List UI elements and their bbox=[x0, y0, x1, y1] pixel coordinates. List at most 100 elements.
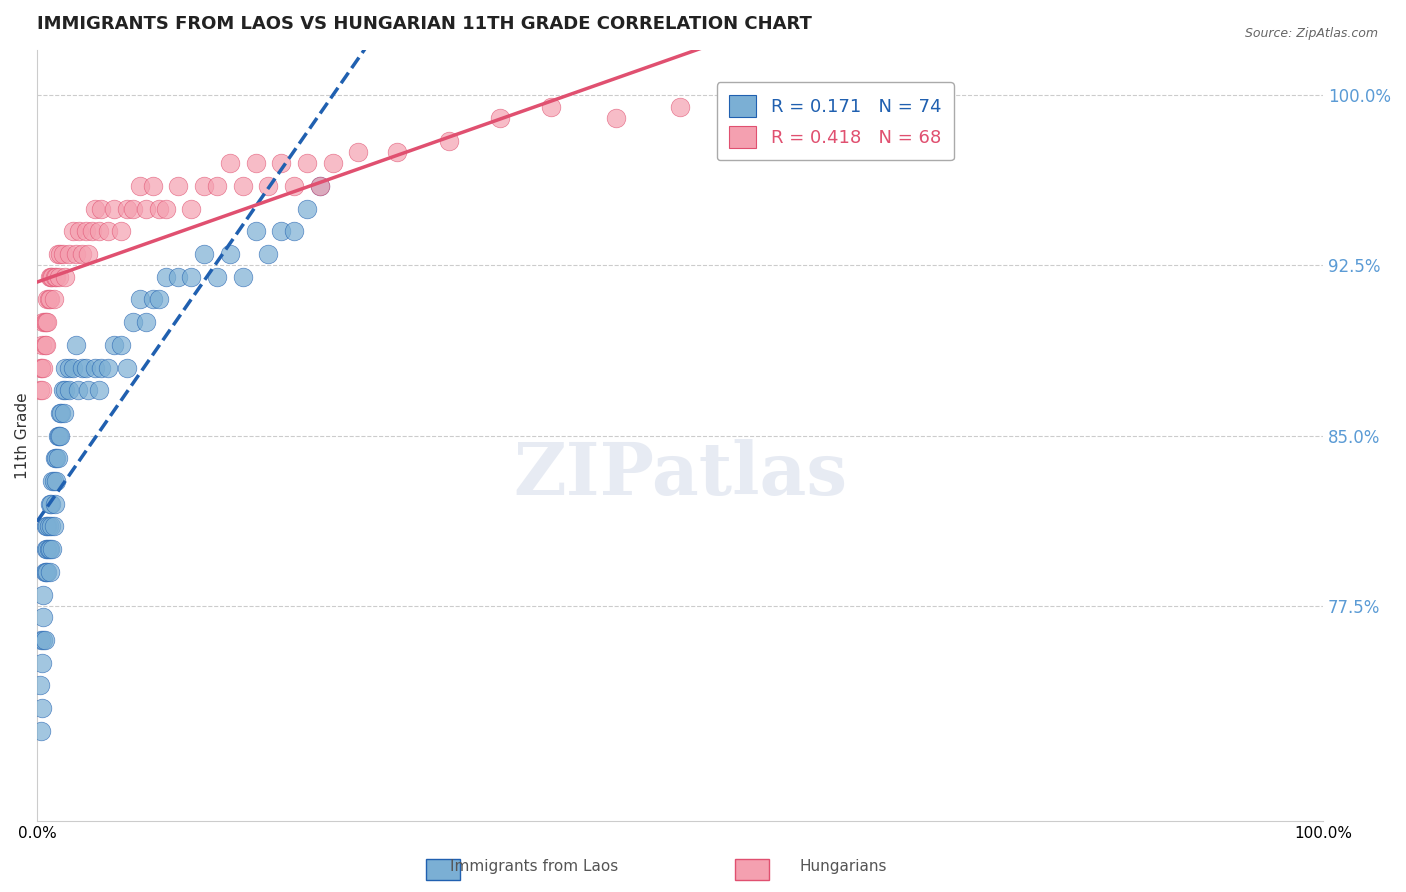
Point bbox=[41, 542, 63, 557]
Point bbox=[77, 247, 100, 261]
Point bbox=[62, 360, 84, 375]
Point bbox=[82, 224, 104, 238]
Point bbox=[97, 360, 120, 375]
Point bbox=[44, 497, 66, 511]
Point bbox=[37, 565, 59, 579]
Point bbox=[53, 269, 76, 284]
Point bbox=[32, 632, 55, 647]
Point bbox=[270, 224, 292, 238]
Point bbox=[218, 247, 240, 261]
Point bbox=[42, 474, 65, 488]
Point bbox=[31, 701, 53, 715]
Point bbox=[48, 269, 70, 284]
Point bbox=[385, 145, 408, 159]
Point bbox=[49, 406, 72, 420]
Point bbox=[37, 519, 59, 533]
Point bbox=[122, 315, 145, 329]
Point bbox=[193, 247, 215, 261]
Point bbox=[180, 269, 202, 284]
Point bbox=[257, 179, 280, 194]
Point bbox=[38, 542, 60, 557]
Point bbox=[34, 315, 56, 329]
Point bbox=[45, 451, 67, 466]
Point bbox=[58, 384, 80, 398]
Point bbox=[35, 519, 58, 533]
Point bbox=[34, 632, 56, 647]
Point bbox=[295, 202, 318, 216]
Point bbox=[30, 723, 52, 738]
Y-axis label: 11th Grade: 11th Grade bbox=[15, 392, 30, 479]
Text: ZIPatlas: ZIPatlas bbox=[513, 439, 846, 509]
Point bbox=[35, 542, 58, 557]
Point bbox=[110, 338, 132, 352]
Point bbox=[32, 610, 55, 624]
Legend: R = 0.171   N = 74, R = 0.418   N = 68: R = 0.171 N = 74, R = 0.418 N = 68 bbox=[717, 82, 955, 161]
Point bbox=[37, 315, 59, 329]
Point bbox=[44, 269, 66, 284]
Point bbox=[122, 202, 145, 216]
Point bbox=[31, 656, 53, 670]
Point bbox=[83, 202, 105, 216]
Point bbox=[37, 542, 59, 557]
Point bbox=[128, 293, 150, 307]
Point bbox=[180, 202, 202, 216]
Point bbox=[437, 134, 460, 148]
Point bbox=[167, 179, 190, 194]
Point bbox=[28, 678, 51, 692]
Point bbox=[193, 179, 215, 194]
Point bbox=[115, 360, 138, 375]
Point bbox=[309, 179, 332, 194]
Point bbox=[232, 179, 254, 194]
Point bbox=[38, 269, 60, 284]
Point bbox=[32, 360, 55, 375]
Point bbox=[51, 406, 73, 420]
Point bbox=[65, 247, 87, 261]
Point bbox=[38, 497, 60, 511]
Point bbox=[283, 224, 305, 238]
Point bbox=[155, 269, 177, 284]
Point bbox=[103, 338, 125, 352]
Point bbox=[31, 384, 53, 398]
Point bbox=[87, 224, 110, 238]
Point bbox=[32, 587, 55, 601]
Point bbox=[322, 156, 344, 170]
Point bbox=[58, 247, 80, 261]
Point bbox=[205, 269, 228, 284]
Point bbox=[135, 315, 157, 329]
Point bbox=[167, 269, 190, 284]
Text: Hungarians: Hungarians bbox=[800, 859, 887, 874]
Point bbox=[38, 565, 60, 579]
Point bbox=[53, 384, 76, 398]
Point bbox=[75, 224, 97, 238]
Point bbox=[70, 247, 93, 261]
Point bbox=[70, 360, 93, 375]
Point bbox=[39, 269, 62, 284]
Text: Source: ZipAtlas.com: Source: ZipAtlas.com bbox=[1244, 27, 1378, 40]
Point bbox=[32, 315, 55, 329]
FancyBboxPatch shape bbox=[735, 859, 769, 880]
Point bbox=[41, 474, 63, 488]
Point bbox=[97, 224, 120, 238]
Point bbox=[245, 224, 267, 238]
Point bbox=[31, 338, 53, 352]
FancyBboxPatch shape bbox=[426, 859, 460, 880]
Point bbox=[115, 202, 138, 216]
Point bbox=[35, 565, 58, 579]
Point bbox=[65, 338, 87, 352]
Point bbox=[135, 202, 157, 216]
Point bbox=[39, 519, 62, 533]
Point bbox=[45, 474, 67, 488]
Point bbox=[58, 360, 80, 375]
Point bbox=[110, 224, 132, 238]
Point bbox=[46, 428, 69, 442]
Point bbox=[30, 632, 52, 647]
Point bbox=[30, 360, 52, 375]
Point bbox=[87, 384, 110, 398]
Point bbox=[67, 384, 90, 398]
Point bbox=[28, 384, 51, 398]
Point bbox=[605, 111, 627, 125]
Text: IMMIGRANTS FROM LAOS VS HUNGARIAN 11TH GRADE CORRELATION CHART: IMMIGRANTS FROM LAOS VS HUNGARIAN 11TH G… bbox=[37, 15, 811, 33]
Point bbox=[46, 451, 69, 466]
Point bbox=[67, 224, 90, 238]
Point bbox=[39, 497, 62, 511]
